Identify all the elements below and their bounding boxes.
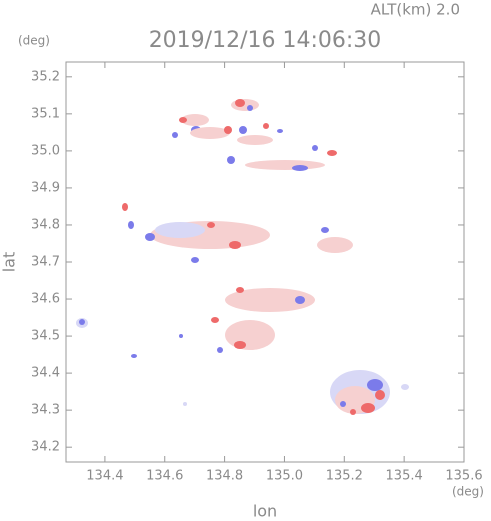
x-tick-label: 135.0 xyxy=(266,469,303,484)
y-tick-label: 35.1 xyxy=(31,106,60,121)
y-tick-label: 34.6 xyxy=(31,292,60,307)
chart-title: 2019/12/16 14:06:30 xyxy=(149,28,382,53)
x-axis-label: lon xyxy=(253,502,277,521)
echo-field xyxy=(76,99,409,415)
y-unit: (deg) xyxy=(18,34,50,48)
y-tick-label: 34.4 xyxy=(31,366,60,381)
y-tick-label: 34.3 xyxy=(31,403,60,418)
x-tick-label: 134.6 xyxy=(146,469,183,484)
x-tick-label: 135.2 xyxy=(326,469,363,484)
plot-frame xyxy=(65,61,465,463)
y-tick-label: 35.2 xyxy=(31,69,60,84)
x-tick-label: 135.6 xyxy=(445,469,482,484)
x-tick-label: 134.8 xyxy=(206,469,243,484)
y-tick-label: 34.2 xyxy=(31,440,60,455)
y-tick-label: 34.7 xyxy=(31,255,60,270)
y-tick-label: 34.9 xyxy=(31,180,60,195)
y-tick-label: 34.8 xyxy=(31,217,60,232)
subtitle: ALT(km) 2.0 xyxy=(371,1,460,19)
x-tick-label: 135.4 xyxy=(386,469,423,484)
y-axis-label: lat xyxy=(0,252,19,273)
x-unit: (deg) xyxy=(452,485,484,499)
x-tick-label: 134.4 xyxy=(86,469,123,484)
y-tick-label: 34.5 xyxy=(31,329,60,344)
y-tick-label: 35.0 xyxy=(31,143,60,158)
